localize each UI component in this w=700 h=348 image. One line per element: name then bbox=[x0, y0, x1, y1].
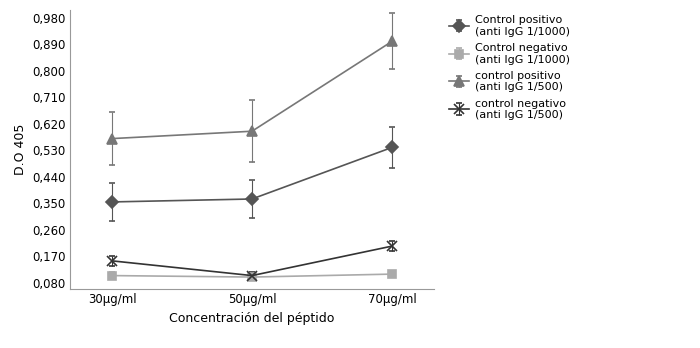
Y-axis label: D.O 405: D.O 405 bbox=[14, 124, 27, 175]
Legend: Control positivo
(anti IgG 1/1000), Control negativo
(anti IgG 1/1000), control : Control positivo (anti IgG 1/1000), Cont… bbox=[447, 13, 572, 122]
X-axis label: Concentración del péptido: Concentración del péptido bbox=[169, 311, 335, 325]
